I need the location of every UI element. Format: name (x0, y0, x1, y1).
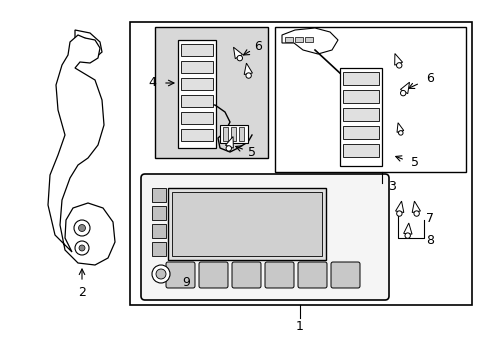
Bar (181, 78, 213, 90)
Polygon shape (396, 123, 403, 132)
Circle shape (245, 73, 251, 78)
Text: 5: 5 (247, 147, 256, 159)
Text: 3: 3 (387, 180, 395, 193)
Bar (130, 22, 471, 305)
Circle shape (404, 233, 409, 238)
Polygon shape (233, 47, 242, 59)
Polygon shape (282, 28, 337, 54)
FancyBboxPatch shape (297, 262, 326, 288)
Polygon shape (400, 82, 408, 94)
Bar (181, 129, 213, 141)
Bar (305, 37, 312, 42)
Circle shape (225, 146, 231, 151)
Circle shape (396, 63, 401, 68)
Bar (239, 127, 244, 141)
Bar (168, 188, 325, 260)
Circle shape (79, 225, 85, 231)
FancyBboxPatch shape (330, 262, 359, 288)
Circle shape (400, 90, 405, 96)
Polygon shape (394, 54, 402, 65)
Circle shape (156, 269, 165, 279)
Polygon shape (411, 201, 420, 212)
FancyBboxPatch shape (231, 262, 261, 288)
Bar (342, 90, 378, 103)
Bar (155, 27, 267, 158)
Text: 2: 2 (78, 285, 86, 298)
Bar (342, 72, 378, 85)
Text: 6: 6 (425, 72, 433, 85)
Bar (152, 224, 165, 238)
Bar (178, 40, 216, 148)
Text: 8: 8 (425, 234, 433, 247)
Bar (342, 126, 378, 139)
Text: 4: 4 (148, 77, 156, 90)
Circle shape (237, 55, 242, 61)
Bar (294, 37, 303, 42)
Text: 1: 1 (295, 320, 304, 333)
Text: 9: 9 (182, 276, 189, 289)
FancyBboxPatch shape (199, 262, 227, 288)
Polygon shape (48, 35, 115, 265)
Polygon shape (403, 223, 411, 234)
Text: 7: 7 (425, 211, 433, 225)
Circle shape (74, 220, 90, 236)
Circle shape (75, 241, 89, 255)
Polygon shape (395, 201, 403, 212)
Bar (172, 192, 321, 256)
Bar (220, 125, 247, 143)
Bar (339, 68, 381, 166)
Circle shape (396, 211, 401, 216)
Text: 6: 6 (254, 40, 262, 53)
Bar (152, 188, 165, 202)
Polygon shape (244, 63, 252, 75)
FancyBboxPatch shape (141, 174, 388, 300)
Bar (181, 95, 213, 107)
Bar (274, 27, 465, 172)
FancyBboxPatch shape (264, 262, 293, 288)
Circle shape (79, 245, 85, 251)
Bar (230, 127, 236, 141)
Bar (152, 242, 165, 256)
Bar (342, 144, 378, 157)
Bar (152, 206, 165, 220)
Bar (223, 127, 227, 141)
Polygon shape (225, 136, 233, 148)
FancyBboxPatch shape (165, 262, 195, 288)
Text: 5: 5 (410, 156, 418, 168)
Bar (181, 61, 213, 73)
Circle shape (398, 131, 402, 135)
Circle shape (152, 265, 170, 283)
Bar (342, 108, 378, 121)
Circle shape (413, 211, 419, 216)
Bar (181, 44, 213, 56)
Bar (181, 112, 213, 124)
Polygon shape (75, 30, 102, 58)
Bar (285, 37, 292, 42)
